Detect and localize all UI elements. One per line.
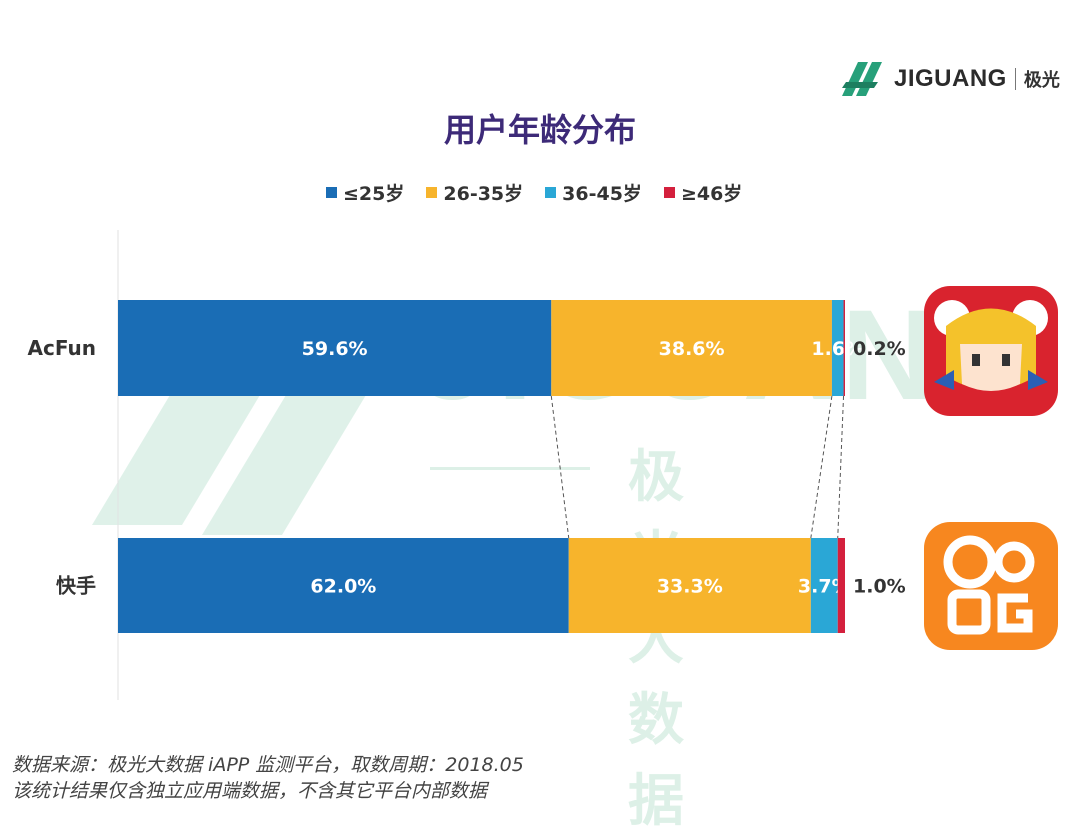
bar-segment xyxy=(118,538,569,633)
legend-swatch xyxy=(426,187,438,198)
bar-segment xyxy=(551,300,832,396)
bar-segment xyxy=(843,300,845,396)
chart-legend: ≤25岁 26-35岁 36-45岁 ≥46岁 xyxy=(326,179,742,206)
legend-label: 26-35岁 xyxy=(443,183,524,205)
data-label: 3.7% xyxy=(798,576,851,598)
legend-item-3: 36-45岁 xyxy=(545,179,642,206)
legend-label: 36-45岁 xyxy=(562,183,642,205)
bar-segment xyxy=(810,538,838,633)
data-label: 59.6% xyxy=(302,338,368,360)
bar-segment xyxy=(831,300,844,396)
legend-swatch xyxy=(545,187,557,198)
acfun-app-icon xyxy=(924,286,1058,416)
legend-item-4: ≥46岁 xyxy=(663,179,743,206)
kuaishou-app-icon xyxy=(924,522,1058,650)
stacked-bar-chart: AcFun 59.6% 38.6% 1.6%0.2% 快手 62.0% 33.3% 3.7% 1… xyxy=(28,230,906,700)
acfun-mascot-icon xyxy=(934,300,1048,391)
data-label: 38.6% xyxy=(659,338,725,360)
footer-note: 数据来源：极光大数据 iAPP 监测平台，取数周期：2018.05 该统计结果仅… xyxy=(12,752,524,804)
legend-label: ≤25岁 xyxy=(343,183,405,205)
category-label: AcFun xyxy=(28,336,96,360)
brand-name: JIGUANG xyxy=(894,65,1007,92)
brand-name-cn: 极光 xyxy=(1023,70,1060,91)
connector-line xyxy=(550,395,570,539)
bar-segment xyxy=(568,538,811,633)
category-label: 快手 xyxy=(56,574,96,598)
legend-swatch xyxy=(663,187,675,198)
legend-swatch xyxy=(326,187,337,198)
data-label: 33.3% xyxy=(657,576,723,598)
brand-logo: JIGUANG 极光 xyxy=(838,58,1060,100)
data-label: 1.0% xyxy=(853,576,906,598)
bar-segment xyxy=(837,538,845,633)
footer-source: 数据来源：极光大数据 iAPP 监测平台，取数周期：2018.05 xyxy=(12,754,524,776)
jiguang-logo-icon xyxy=(842,62,882,96)
legend-label: ≥46岁 xyxy=(680,183,743,205)
connector-line xyxy=(810,395,833,539)
legend-item-2: 26-35岁 xyxy=(426,179,523,206)
bar-segment xyxy=(118,300,552,396)
kuaishou-camera-icon xyxy=(943,535,1035,635)
data-label: 1.6% xyxy=(811,338,864,360)
data-label: 0.2% xyxy=(853,338,906,360)
footer-disclaimer: 该统计结果仅含独立应用端数据，不含其它平台内部数据 xyxy=(12,780,488,802)
brand-divider xyxy=(1014,68,1016,90)
legend-item-1: ≤25岁 xyxy=(326,179,404,206)
connector-line xyxy=(837,395,845,539)
chart-title: 用户年龄分布 xyxy=(443,111,636,149)
data-label: 62.0% xyxy=(310,576,376,598)
